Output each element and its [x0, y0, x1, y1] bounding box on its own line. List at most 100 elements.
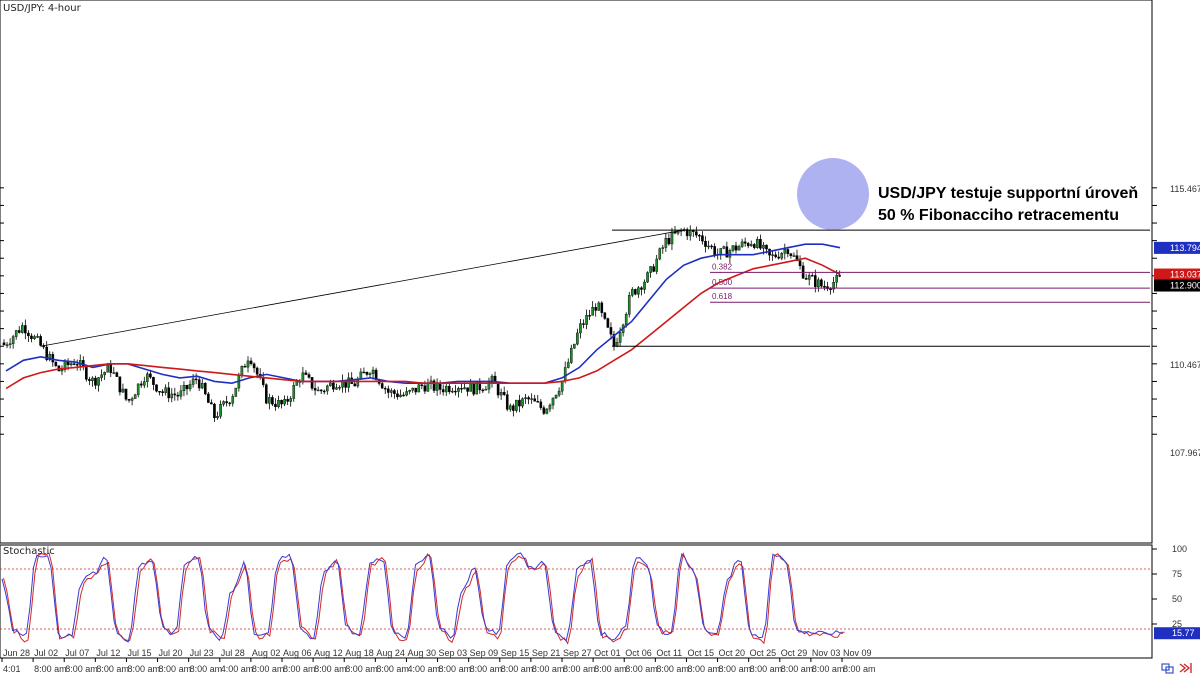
- time-time-label: 8:00 am: [439, 664, 472, 674]
- candle-up: [91, 377, 94, 381]
- candle-down: [582, 323, 585, 325]
- candle-down: [594, 307, 597, 311]
- candle-up: [618, 332, 622, 343]
- candle-down: [695, 231, 698, 236]
- time-date-label: Oct 29: [781, 648, 808, 658]
- fib-level-label: 0.382: [712, 262, 733, 271]
- candle-down: [2, 342, 6, 346]
- fibonacci-retracement: 0.382 0.500 0.618: [40, 229, 1150, 347]
- candle-down: [710, 245, 713, 248]
- candle-up: [103, 372, 106, 376]
- time-axis: Jun 28 4:01 Jul 02 8:00 am Jul 07 8:00 am Jul …: [0, 648, 1152, 674]
- price-axis: 115.467 110.467 107.967 113.794 113.037112.9…: [0, 184, 1200, 458]
- candle-up: [749, 244, 753, 247]
- candle-up: [573, 343, 576, 349]
- time-date-label: Aug 12: [314, 648, 343, 658]
- time-time-label: 8:00 am: [532, 664, 565, 674]
- candle-up: [591, 307, 594, 316]
- candle-up: [390, 390, 393, 393]
- candle-up: [188, 384, 192, 390]
- time-time-label: 8:00 am: [563, 664, 596, 674]
- time-date-label: Sep 03: [439, 648, 468, 658]
- candle-down: [353, 383, 357, 387]
- candle-down: [115, 372, 119, 377]
- time-time-label: 8:00 am: [843, 664, 876, 674]
- candle-up: [277, 400, 280, 408]
- time-date-label: Aug 18: [345, 648, 374, 658]
- candle-down: [774, 254, 777, 258]
- candle-down: [54, 361, 58, 366]
- time-date-label: Jul 12: [96, 648, 120, 658]
- candle-down: [30, 335, 33, 339]
- time-time-label: 8:00 am: [781, 664, 814, 674]
- candle-up: [106, 364, 109, 373]
- time-time-label: 4:00 am: [221, 664, 254, 674]
- title-bg: [1, 1, 65, 14]
- stochastic-value-badge: [1154, 627, 1200, 640]
- candle-up: [670, 231, 674, 245]
- time-date-label: Oct 11: [656, 648, 682, 658]
- candle-up: [234, 387, 238, 397]
- candle-up: [335, 387, 338, 390]
- candle-down: [698, 234, 701, 237]
- candle-up: [240, 366, 244, 376]
- candle-down: [527, 397, 530, 400]
- candle-down: [588, 315, 591, 317]
- jump-to-latest-icon[interactable]: [1179, 663, 1192, 673]
- candle-up: [664, 238, 668, 248]
- candle-up: [740, 241, 744, 247]
- candle-down: [380, 383, 384, 389]
- price-tick-label: 110.467: [1170, 360, 1200, 370]
- time-time-label: 8:00 am: [687, 664, 720, 674]
- candle-down: [286, 399, 289, 402]
- candle-down: [124, 388, 128, 400]
- candle-down: [667, 238, 671, 245]
- time-date-label: Jul 15: [127, 648, 151, 658]
- candle-up: [832, 282, 835, 290]
- time-time-label: 8:00 am: [376, 664, 409, 674]
- candle-down: [420, 384, 424, 386]
- time-time-label: 8:00 am: [65, 664, 98, 674]
- moving-average-line: [5, 257, 841, 390]
- candle-up: [719, 248, 723, 255]
- candle-up: [368, 373, 372, 375]
- candle-down: [271, 397, 274, 405]
- time-date-label: Sep 09: [470, 648, 499, 658]
- time-time-label: 8:00 am: [283, 664, 316, 674]
- candle-down: [746, 243, 750, 247]
- window-toggle-icon[interactable]: [1161, 663, 1174, 674]
- candle-up: [570, 347, 573, 363]
- candle-down: [280, 400, 283, 405]
- candle-up: [597, 302, 601, 311]
- candle-up: [707, 245, 710, 248]
- candle-down: [307, 374, 311, 378]
- time-date-label: Oct 01: [594, 648, 621, 658]
- stochastic-value-label: 15.77: [1172, 628, 1195, 638]
- candle-down: [139, 383, 143, 386]
- candle-up: [509, 405, 512, 410]
- candle-down: [313, 388, 317, 391]
- time-time-label: 8:00 am: [594, 664, 627, 674]
- candle-up: [444, 385, 448, 393]
- candle-down: [17, 330, 21, 333]
- candle-down: [72, 363, 76, 365]
- candle-down: [701, 235, 704, 242]
- candle-down: [94, 377, 97, 386]
- candle-down: [823, 285, 826, 288]
- candle-down: [640, 287, 643, 290]
- candle-up: [521, 398, 524, 407]
- candle-up: [326, 385, 329, 392]
- candle-down: [194, 378, 198, 381]
- candle-up: [359, 371, 363, 380]
- candle-down: [152, 376, 155, 385]
- candle-down: [203, 383, 207, 395]
- candle-down: [713, 246, 716, 256]
- candle-up: [295, 381, 299, 386]
- candle-down: [387, 388, 390, 393]
- time-date-label: Aug 06: [283, 648, 312, 658]
- candle-down: [310, 377, 314, 389]
- candle-up: [615, 342, 619, 347]
- candle-up: [121, 388, 125, 393]
- time-date-label: Jul 02: [34, 648, 58, 658]
- time-date-label: Sep 15: [501, 648, 530, 658]
